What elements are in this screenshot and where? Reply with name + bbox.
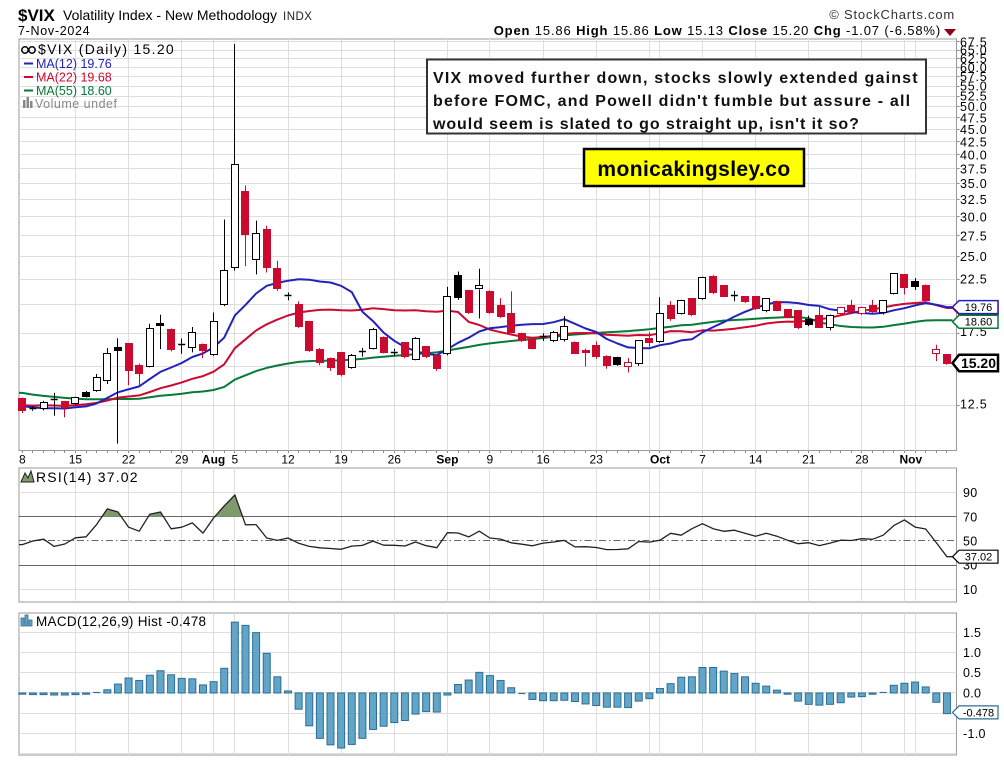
svg-text:29: 29 (175, 453, 189, 467)
svg-text:16: 16 (536, 453, 550, 467)
svg-text:18.60: 18.60 (965, 317, 993, 329)
svg-text:Nov: Nov (899, 453, 922, 467)
svg-text:15: 15 (69, 453, 83, 467)
svg-text:1.0: 1.0 (963, 646, 981, 660)
svg-text:50.0: 50.0 (960, 100, 988, 114)
svg-text:19: 19 (334, 453, 348, 467)
svg-text:Oct: Oct (650, 453, 670, 467)
svg-text:$VIX (Daily) 15.20: $VIX (Daily) 15.20 (38, 41, 175, 57)
svg-text:23: 23 (590, 453, 604, 467)
svg-text:monicakingsley.co: monicakingsley.co (597, 158, 790, 181)
svg-text:-1.0: -1.0 (963, 727, 986, 741)
svg-text:before FOMC, and Powell didn't: before FOMC, and Powell didn't fumble bu… (433, 93, 911, 110)
svg-text:1.5: 1.5 (963, 626, 981, 640)
svg-text:MA(55) 18.60: MA(55) 18.60 (36, 84, 112, 98)
svg-text:0.0: 0.0 (963, 687, 981, 701)
svg-text:90: 90 (963, 486, 978, 500)
svg-text:40.0: 40.0 (960, 148, 988, 162)
svg-text:MACD(12,26,9) Hist -0.478: MACD(12,26,9) Hist -0.478 (36, 614, 206, 629)
svg-text:70: 70 (963, 510, 978, 524)
svg-text:INDX: INDX (283, 11, 312, 23)
svg-text:32.5: 32.5 (960, 193, 988, 207)
svg-text:5: 5 (232, 453, 239, 467)
svg-text:37.02: 37.02 (965, 552, 993, 564)
svg-text:27.5: 27.5 (960, 229, 988, 243)
svg-text:$VIX: $VIX (18, 6, 56, 25)
svg-text:10: 10 (963, 583, 978, 597)
svg-text:-0.478: -0.478 (963, 707, 994, 719)
svg-text:67.5: 67.5 (960, 35, 988, 49)
svg-text:22.5: 22.5 (960, 273, 988, 287)
svg-text:25.0: 25.0 (960, 250, 988, 264)
svg-text:45.0: 45.0 (960, 123, 988, 137)
svg-text:0.5: 0.5 (963, 666, 981, 680)
svg-text:MA(22) 19.68: MA(22) 19.68 (36, 71, 112, 85)
svg-text:would seem is slated to go str: would seem is slated to go straight up, … (432, 116, 860, 133)
svg-text:15.20: 15.20 (961, 355, 996, 371)
svg-text:52.5: 52.5 (960, 90, 988, 104)
svg-text:MA(12) 19.76: MA(12) 19.76 (36, 57, 112, 71)
svg-text:Volume undef: Volume undef (35, 97, 117, 111)
svg-text:19.76: 19.76 (965, 302, 993, 314)
svg-text:9: 9 (487, 453, 494, 467)
svg-text:28: 28 (855, 453, 869, 467)
svg-text:37.5: 37.5 (960, 162, 988, 176)
svg-text:8: 8 (19, 453, 26, 467)
svg-text:12.5: 12.5 (960, 398, 988, 412)
svg-text:22: 22 (122, 453, 136, 467)
svg-text:47.5: 47.5 (960, 111, 988, 125)
svg-text:65.0: 65.0 (960, 44, 988, 58)
svg-text:21: 21 (802, 453, 816, 467)
svg-text:57.5: 57.5 (960, 70, 988, 84)
svg-text:55.0: 55.0 (960, 80, 988, 94)
svg-text:Volatility Index - New Methodo: Volatility Index - New Methodology (63, 7, 277, 23)
svg-text:Aug: Aug (202, 453, 225, 467)
svg-text:RSI(14) 37.02: RSI(14) 37.02 (36, 469, 139, 485)
svg-text:Open 15.86 High 15.86 Low 15.1: Open 15.86 High 15.86 Low 15.13 Close 15… (494, 23, 941, 38)
svg-text:42.5: 42.5 (960, 135, 988, 149)
svg-text:50: 50 (963, 535, 978, 549)
svg-text:26: 26 (388, 453, 402, 467)
svg-text:30.0: 30.0 (960, 211, 988, 225)
svg-text:7: 7 (699, 453, 706, 467)
svg-text:35.0: 35.0 (960, 177, 988, 191)
svg-text:VIX moved further down, stocks: VIX moved further down, stocks slowly ex… (433, 70, 919, 87)
svg-text:12: 12 (281, 453, 295, 467)
svg-text:7-Nov-2024: 7-Nov-2024 (18, 24, 90, 38)
svg-text:14: 14 (749, 453, 763, 467)
svg-text:62.5: 62.5 (960, 52, 988, 66)
svg-text:© StockCharts.com: © StockCharts.com (829, 7, 955, 22)
svg-text:60.0: 60.0 (960, 61, 988, 75)
svg-text:Sep: Sep (436, 453, 458, 467)
